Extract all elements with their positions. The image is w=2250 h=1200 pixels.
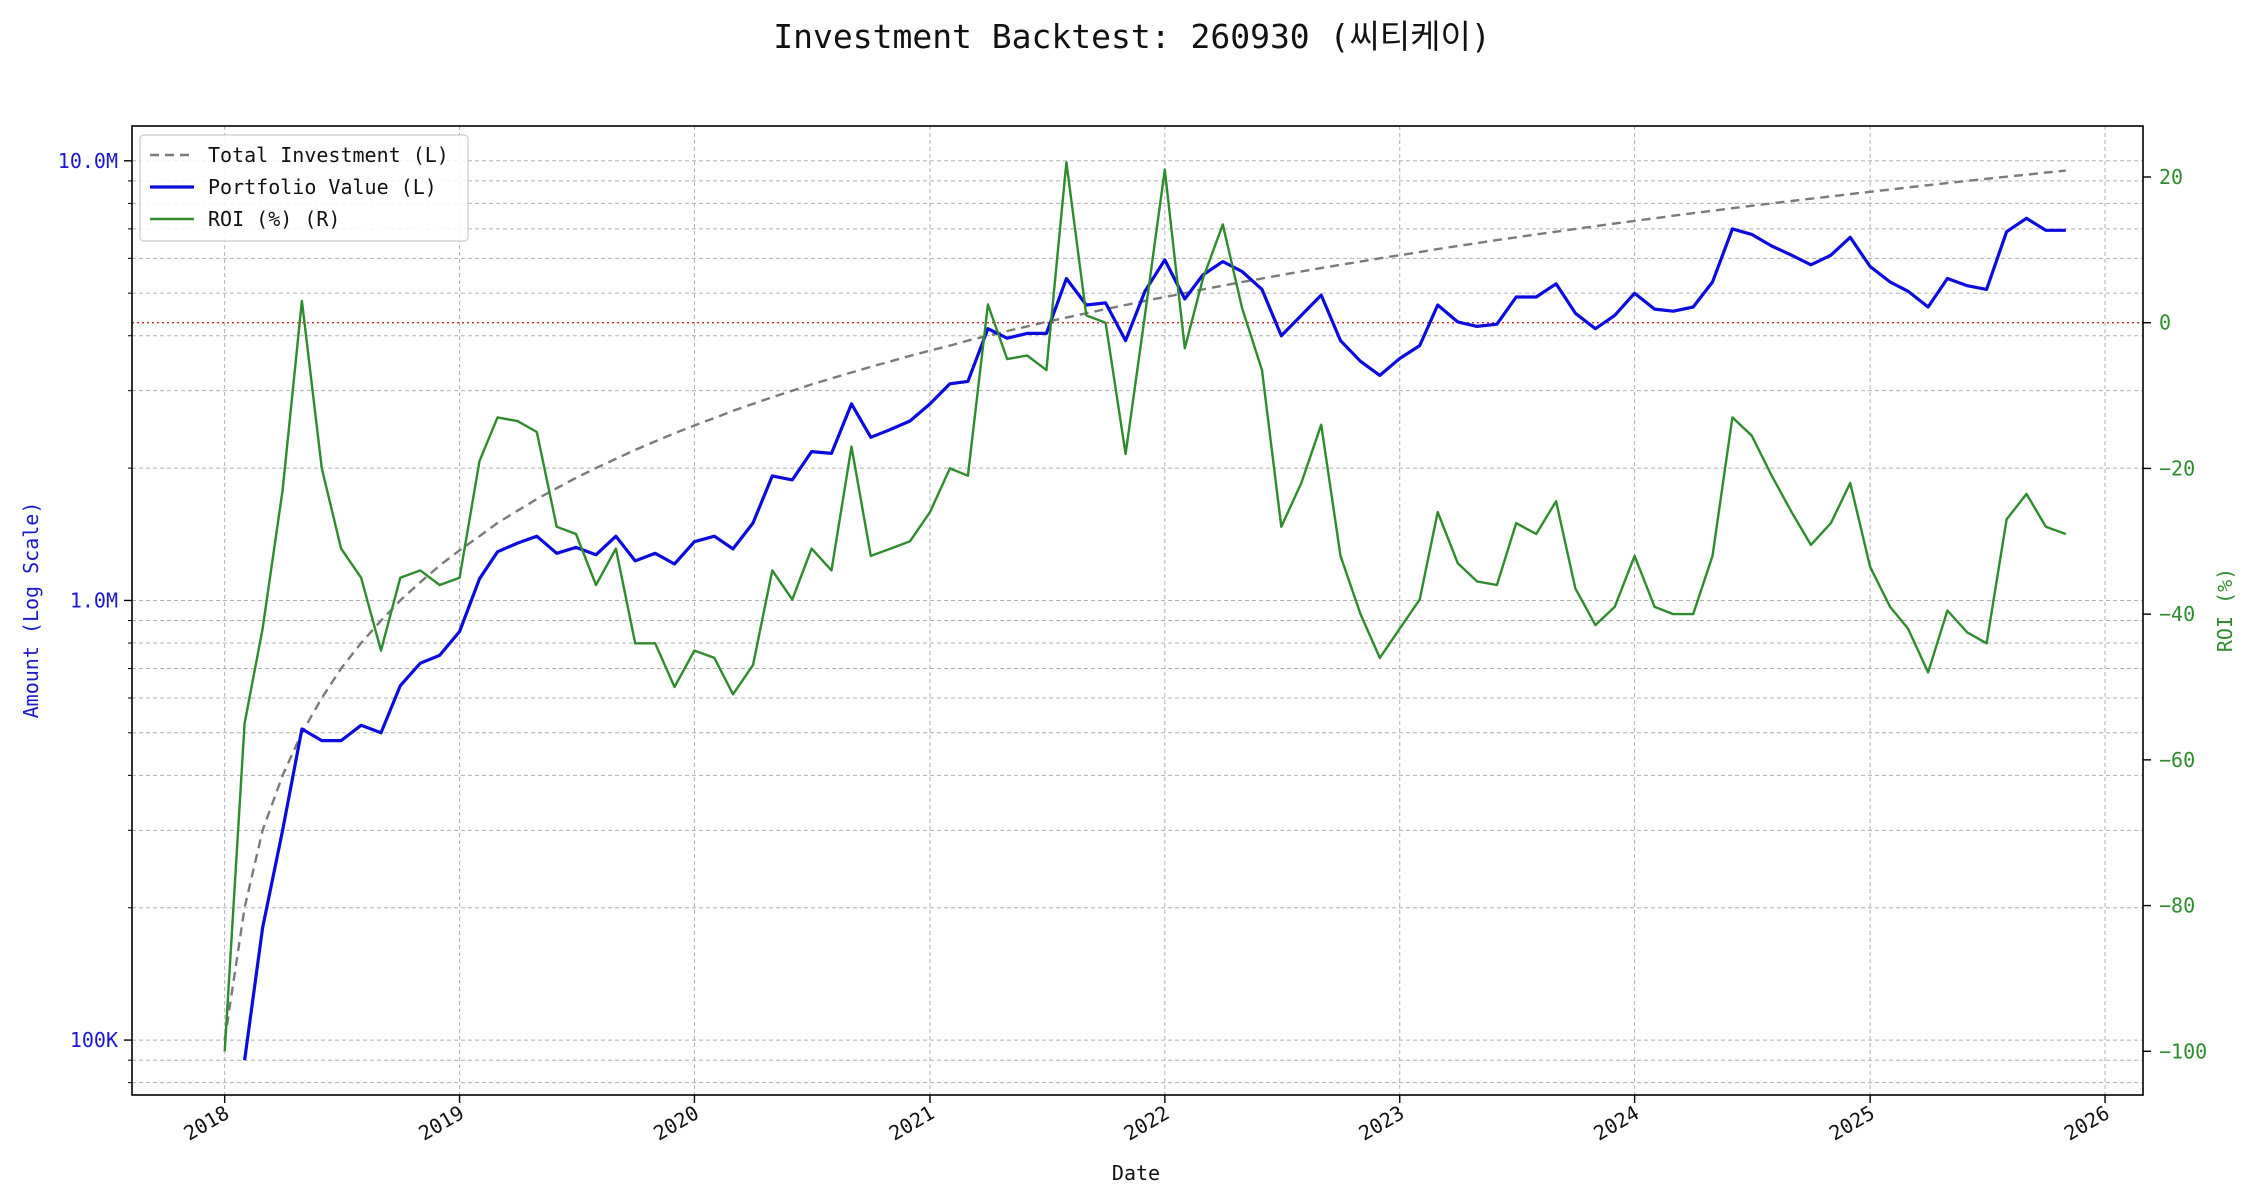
x-tick-label: 2025: [1825, 1101, 1879, 1146]
y-right-tick-label: 20: [2159, 165, 2183, 189]
y-right-tick-label: −40: [2159, 602, 2195, 626]
y-left-tick-label: 10.0M: [58, 149, 118, 173]
y-left-tick-label: 100K: [70, 1028, 118, 1052]
x-tick-label: 2021: [885, 1101, 939, 1146]
plot-area-frame: [131, 125, 2144, 1096]
chart-title: Investment Backtest: 260930 (씨티케이): [773, 17, 1490, 56]
legend: Total Investment (L) Portfolio Value (L)…: [139, 134, 469, 242]
x-tick-label: 2018: [179, 1101, 233, 1146]
legend-label-portfolio-value: Portfolio Value (L): [208, 175, 437, 199]
legend-label-total-investment: Total Investment (L): [208, 143, 449, 167]
y-right-tick-label: −100: [2159, 1039, 2207, 1063]
roi-line: [223, 161, 2067, 1052]
y-right-tick-label: −80: [2159, 894, 2195, 918]
legend-label-roi: ROI (%) (R): [208, 207, 340, 231]
y-left-axis-ticks: 100K 1.0M 10.0M: [58, 149, 132, 1084]
portfolio-value-line: [243, 216, 2066, 1061]
series-layer: [223, 161, 2067, 1061]
y-left-axis-label: Amount (Log Scale): [19, 502, 43, 719]
y-right-tick-label: 0: [2159, 311, 2171, 335]
x-tick-label: 2022: [1120, 1101, 1174, 1146]
grid-layer: [132, 126, 2143, 1095]
total-investment-line: [223, 169, 2066, 1041]
y-left-tick-label: 1.0M: [70, 588, 118, 612]
x-tick-label: 2020: [649, 1101, 703, 1146]
x-axis-ticks: 2018 2019 2020 2021 2022 2023 2024 2025 2026: [179, 1095, 2114, 1146]
y-right-axis-ticks: 20 0 −20 −40 −60 −80 −100: [2143, 165, 2207, 1063]
x-tick-label: 2023: [1355, 1101, 1409, 1146]
y-right-axis-label: ROI (%): [2213, 568, 2237, 652]
x-tick-label: 2019: [414, 1101, 468, 1146]
y-right-tick-label: −60: [2159, 748, 2195, 772]
x-tick-label: 2026: [2060, 1101, 2114, 1146]
y-right-tick-label: −20: [2159, 456, 2195, 480]
legend-box: [139, 134, 469, 242]
x-axis-label: Date: [1112, 1161, 1160, 1185]
x-tick-label: 2024: [1589, 1101, 1643, 1146]
